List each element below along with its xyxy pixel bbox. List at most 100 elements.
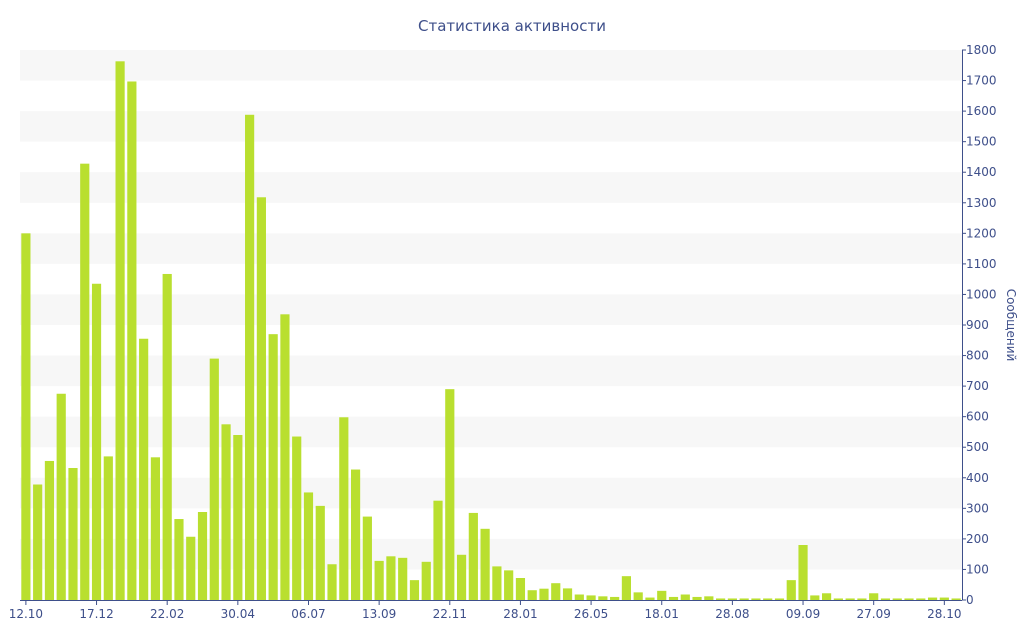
bar [574, 594, 584, 600]
grid-band [20, 355, 962, 387]
bar [822, 593, 832, 600]
bar [80, 163, 90, 601]
y-tick-label: 100 [966, 562, 989, 576]
bar [44, 460, 55, 600]
bar [127, 81, 137, 601]
bar [162, 273, 172, 600]
bar [668, 596, 679, 600]
x-tick-label: 28.10 [927, 607, 961, 621]
bar [56, 393, 66, 600]
x-tick-label: 18.01 [645, 607, 679, 621]
y-tick-label: 1500 [966, 135, 997, 149]
bar [351, 469, 361, 600]
bar [150, 457, 160, 600]
bar [492, 566, 502, 600]
bar [562, 588, 573, 600]
bar [339, 417, 349, 600]
bar [692, 596, 702, 600]
bar [774, 598, 785, 600]
bar [845, 598, 855, 600]
bar [445, 389, 455, 600]
x-axis: 12.10 17.12 22.02 30.04 06.07 13.09 22.11 28.01… [9, 600, 962, 621]
grid-band [20, 294, 962, 325]
x-tick-label: 22.02 [150, 607, 184, 621]
bar [515, 578, 526, 600]
grid-band [20, 172, 962, 203]
bar [869, 593, 879, 600]
bar [892, 598, 902, 600]
x-tick-label: 06.07 [291, 607, 325, 621]
bar [468, 512, 478, 600]
x-tick-label: 27.09 [857, 607, 891, 621]
y-tick-label: 900 [966, 318, 989, 332]
bar [174, 519, 184, 600]
bar [939, 597, 949, 600]
grid-band [20, 111, 962, 142]
bar [303, 492, 314, 600]
bar [115, 61, 125, 601]
bar [374, 560, 384, 600]
grid-band [20, 416, 962, 448]
bar [409, 580, 420, 600]
bar-series [21, 61, 961, 601]
bar [916, 598, 926, 600]
bar [386, 556, 396, 600]
bar [645, 597, 655, 600]
bar [739, 598, 749, 600]
y-axis-title: Сообщений [1004, 289, 1018, 362]
bar [716, 598, 726, 600]
bar [610, 596, 620, 600]
bar [315, 505, 325, 600]
bar [786, 580, 796, 600]
grid-band [20, 538, 962, 570]
grid-band [20, 477, 962, 509]
bar [456, 554, 467, 600]
bar [727, 598, 737, 600]
bar [880, 598, 891, 600]
bar [904, 598, 914, 600]
bar [233, 435, 243, 600]
bar [280, 314, 290, 600]
bar [680, 594, 690, 600]
y-tick-label: 1800 [966, 43, 997, 57]
grid-band [20, 233, 962, 264]
bar [633, 592, 643, 600]
bar [621, 576, 631, 600]
bar [21, 233, 31, 600]
y-tick-label: 1700 [966, 74, 997, 88]
bar [91, 283, 102, 600]
x-tick-label: 12.10 [9, 607, 43, 621]
bar [68, 468, 78, 600]
bar [751, 598, 761, 600]
y-tick-label: 1100 [966, 257, 997, 271]
y-tick-label: 500 [966, 440, 989, 454]
y-axis: 0 100 200 300 400 500 600 700 800 900 1000 1100 1200… [962, 43, 997, 607]
x-tick-label: 28.01 [503, 607, 537, 621]
bar [833, 598, 843, 600]
bar [139, 338, 149, 600]
y-tick-label: 1000 [966, 287, 997, 301]
y-tick-label: 600 [966, 410, 989, 424]
bar [810, 595, 820, 600]
bar [268, 334, 278, 600]
bar [857, 598, 867, 600]
bar [197, 512, 208, 600]
bar [704, 596, 714, 600]
x-tick-label: 30.04 [221, 607, 255, 621]
bar [480, 528, 490, 600]
bar [763, 598, 773, 600]
bar [421, 561, 431, 600]
x-tick-label: 17.12 [79, 607, 113, 621]
y-tick-label: 700 [966, 379, 989, 393]
y-tick-label: 1300 [966, 196, 997, 210]
bar [186, 536, 196, 600]
bar [586, 595, 596, 600]
x-tick-label: 28.08 [715, 607, 749, 621]
y-tick-label: 0 [966, 593, 974, 607]
bar [398, 557, 408, 600]
bar [539, 588, 549, 600]
bar [927, 597, 938, 600]
bar [327, 564, 337, 600]
